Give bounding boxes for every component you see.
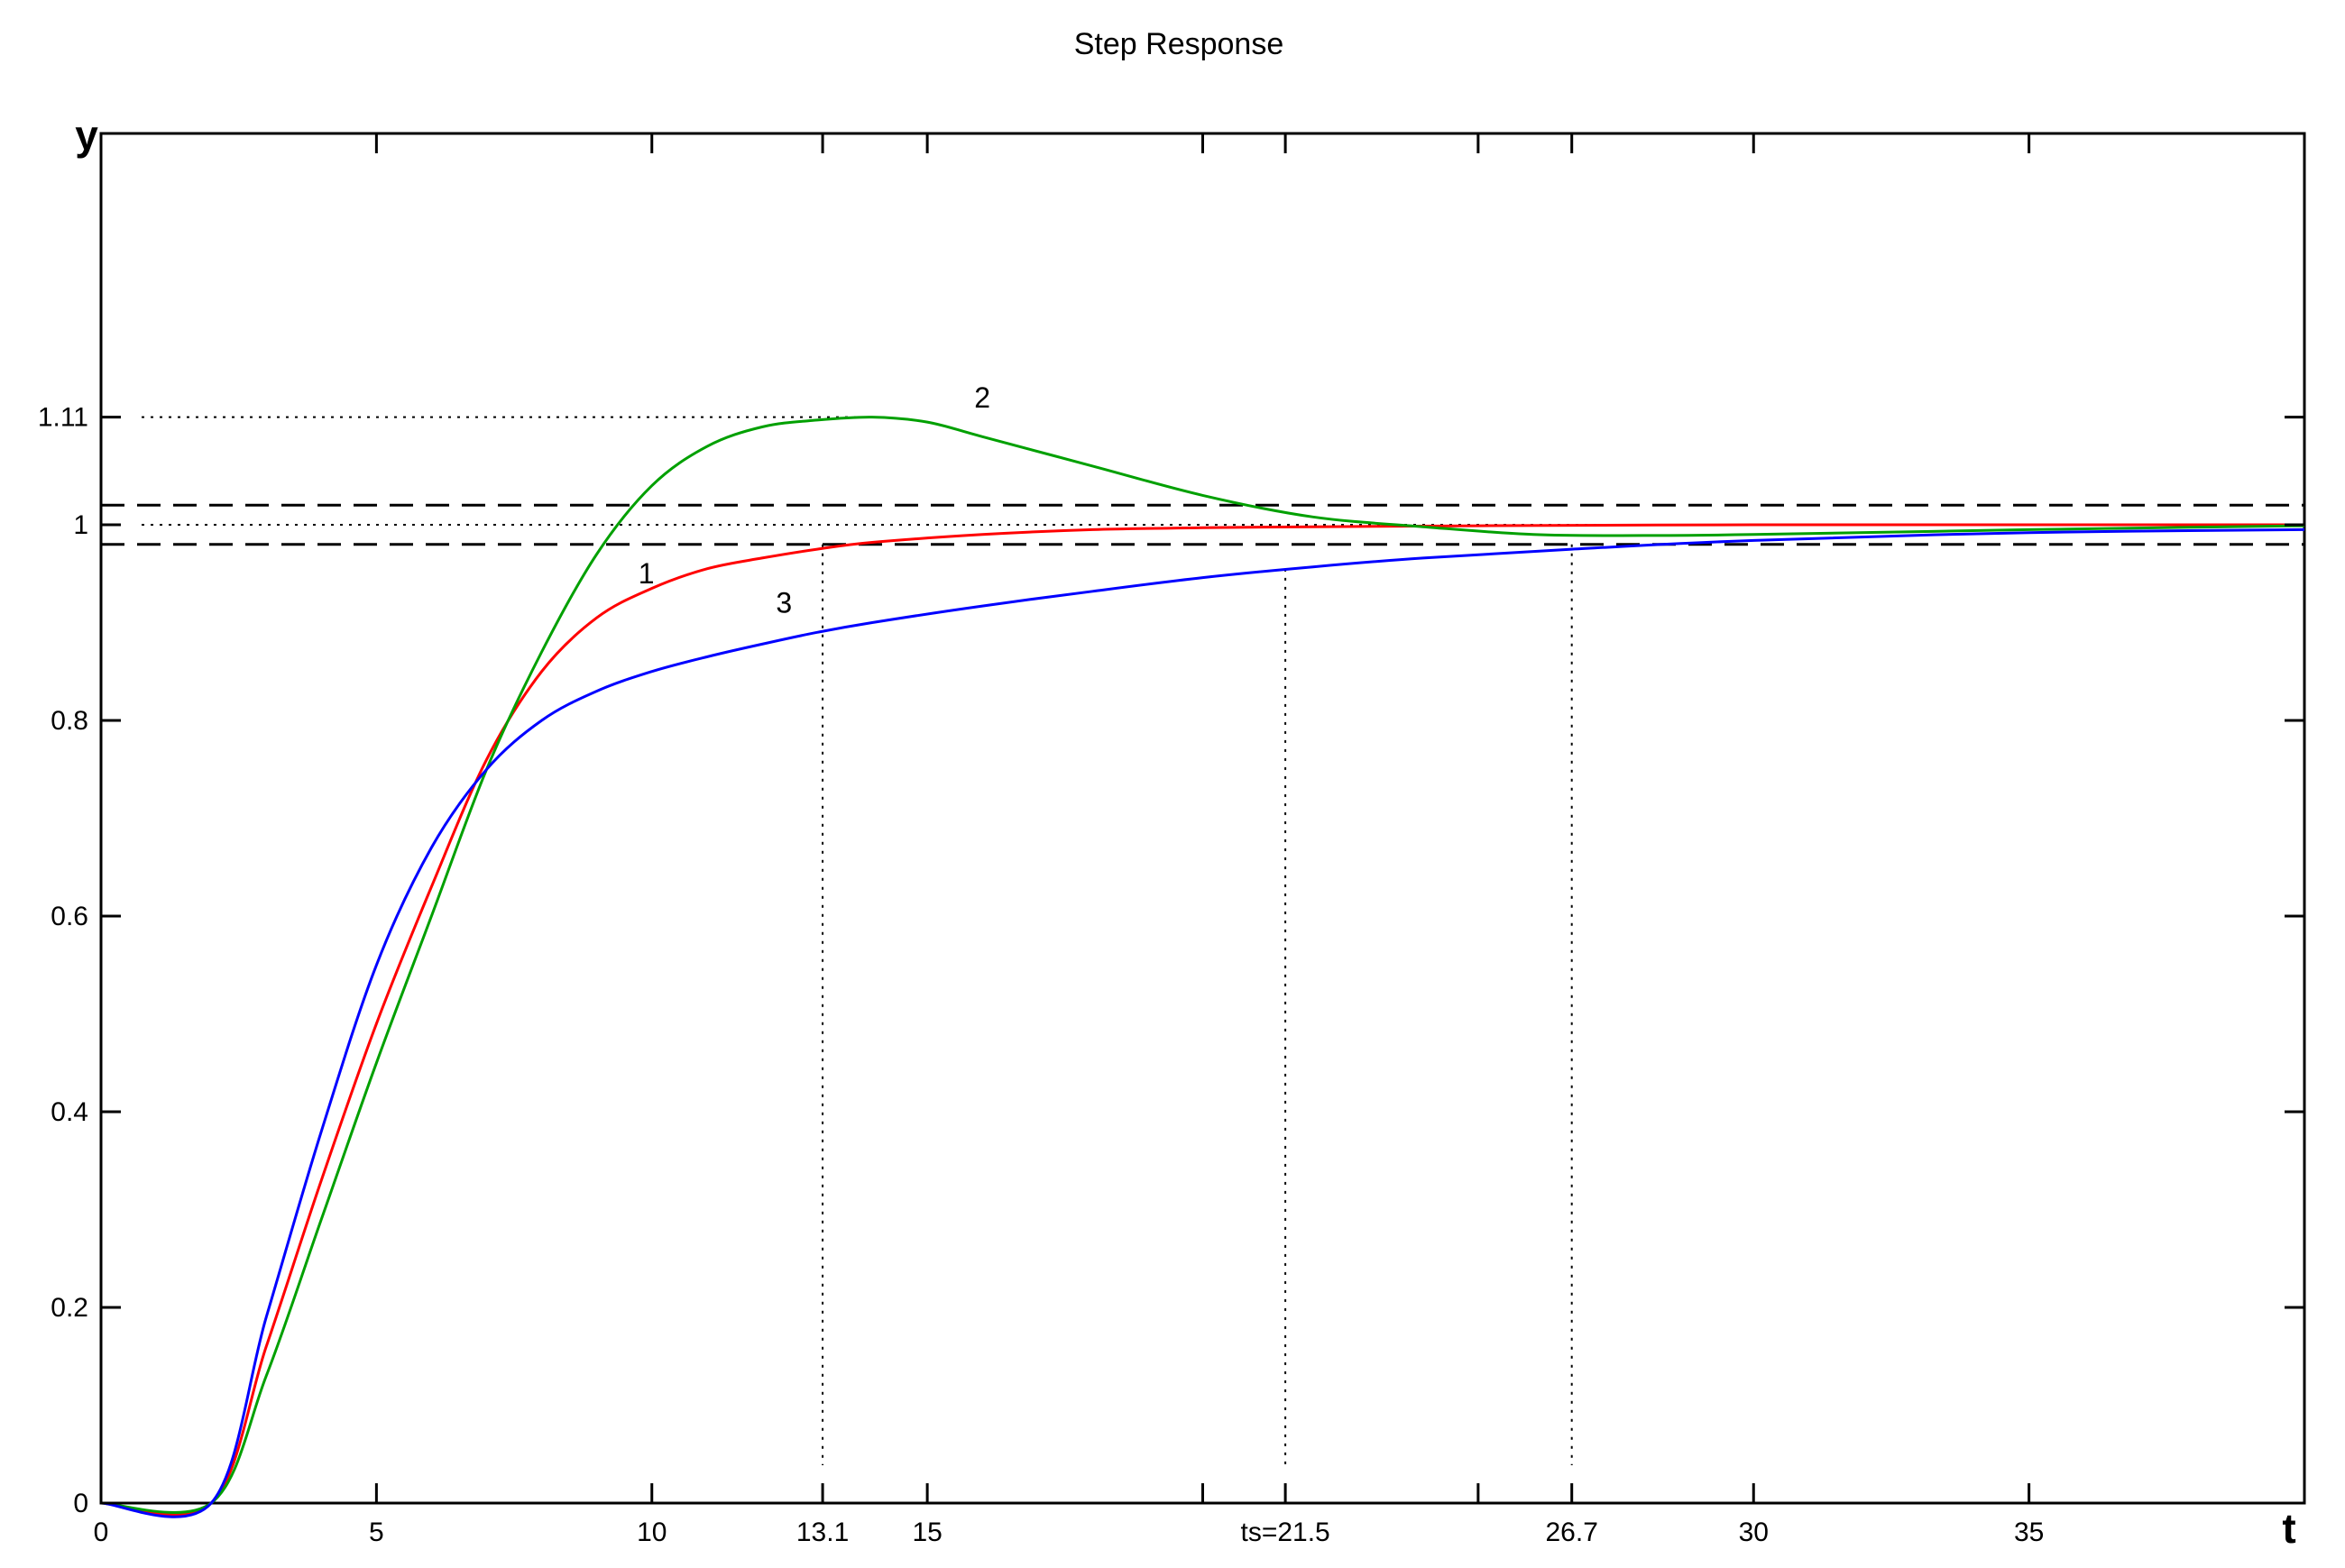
- chart-title: Step Response: [1074, 27, 1284, 61]
- x-tick-label: 15: [912, 1518, 942, 1547]
- y-tick-label: 0.8: [51, 706, 88, 736]
- plot-frame: [99, 132, 2306, 1505]
- curve-label-2: 2: [974, 381, 990, 414]
- plot-frame-rect: [99, 132, 2306, 1505]
- x-tick-label: ts=21.5: [1240, 1518, 1329, 1547]
- reference-lines: [142, 416, 2304, 1465]
- x-axis-label: t: [2282, 1505, 2295, 1552]
- x-tick-label: 26.7: [1546, 1518, 1598, 1547]
- y-tick-label: 0.2: [51, 1293, 88, 1323]
- y-tick-label: 0.4: [51, 1097, 88, 1127]
- x-tick-label: 0: [94, 1518, 109, 1547]
- tolerance-band: [101, 503, 2304, 546]
- y-axis-label: y: [75, 112, 98, 159]
- series-line-2: [100, 416, 2305, 1514]
- x-tick-label: 13.1: [796, 1518, 849, 1547]
- axis-ticks: 0 5 10 13.1 15 ts=21.5 26.7 30 3500.20.40.60.811…: [38, 133, 2304, 1547]
- x-tick-label: 5: [369, 1518, 384, 1547]
- y-tick-label: 0.6: [51, 902, 88, 931]
- y-tick-label: 1: [73, 510, 88, 540]
- y-tick-label: 1.11: [38, 403, 88, 433]
- curve-labels: 1 2 3: [639, 381, 990, 619]
- x-tick-label: 35: [2014, 1518, 2044, 1547]
- curve-label-1: 1: [639, 557, 655, 590]
- x-tick-label: 10: [637, 1518, 667, 1547]
- series-line-1: [100, 523, 2304, 1517]
- y-tick-label: 0: [73, 1489, 88, 1518]
- curve-label-3: 3: [776, 587, 792, 619]
- series-lines: [100, 416, 2305, 1518]
- x-tick-label: 30: [1739, 1518, 1769, 1547]
- series-line-3: [100, 527, 2305, 1518]
